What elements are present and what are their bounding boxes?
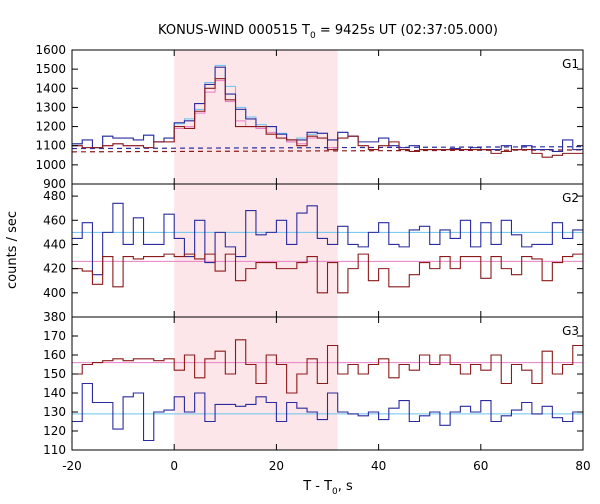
x-tick-label: 60	[473, 459, 488, 473]
chart-title: KONUS-WIND 000515 T0 = 9425s UT (02:37:0…	[158, 23, 498, 41]
y-tick-label: 1500	[35, 62, 66, 76]
y-tick-label: 170	[43, 329, 66, 343]
y-tick-label: 1400	[35, 81, 66, 95]
y-tick-label: 460	[43, 213, 66, 227]
y-tick-label: 120	[43, 424, 66, 438]
y-tick-label: 1000	[35, 158, 66, 172]
panel-g1: 900 1000 1100 1200 1300 1400 1500 1600 G1	[35, 43, 584, 191]
series-blue-step	[72, 202, 583, 276]
x-tick-label: -20	[62, 459, 82, 473]
panel-label-g1: G1	[562, 57, 579, 71]
y-tick-label: 1100	[35, 139, 66, 153]
x-tick-label: 40	[371, 459, 386, 473]
y-tick-label: 380	[43, 310, 66, 324]
y-tick-label: 900	[43, 177, 66, 191]
panel-label-g3: G3	[562, 324, 579, 338]
series-blue-step	[72, 382, 583, 442]
y-tick-label: 130	[43, 405, 66, 419]
x-axis-label: T - T0, s	[302, 479, 353, 497]
y-tick-label: 420	[43, 262, 66, 276]
panel-frame	[71, 316, 584, 451]
x-tick-label: 20	[269, 459, 284, 473]
y-tick-label: 1200	[35, 120, 66, 134]
panels-group: 9001000110012001300140015001600G13804004…	[35, 43, 590, 473]
y-tick-label: 150	[43, 367, 66, 381]
y-tick-label: 1300	[35, 100, 66, 114]
background-line-1	[71, 149, 584, 153]
series-red-step	[72, 78, 583, 158]
series-red-step	[72, 253, 583, 294]
panel-g2: 380 400 420 440 460 480 G2	[43, 183, 584, 324]
y-axis-label: counts / sec	[5, 211, 20, 289]
series-red-step	[72, 339, 583, 394]
shaded-interval	[174, 184, 338, 317]
y-tick-label: 480	[43, 189, 66, 203]
y-tick-label: 160	[43, 348, 66, 362]
y-tick-label: 1600	[35, 43, 66, 57]
y-tick-label: 140	[43, 386, 66, 400]
y-tick-label: 400	[43, 286, 66, 300]
y-tick-label: 110	[43, 443, 66, 457]
panel-label-g2: G2	[562, 191, 579, 205]
x-tick-label: 80	[575, 459, 590, 473]
x-tick-label: 0	[170, 459, 178, 473]
y-tick-label: 440	[43, 237, 66, 251]
panel-g3: 110 120 130 140 150 160 170 G3 -20 0 20 40 60 80	[43, 316, 591, 473]
